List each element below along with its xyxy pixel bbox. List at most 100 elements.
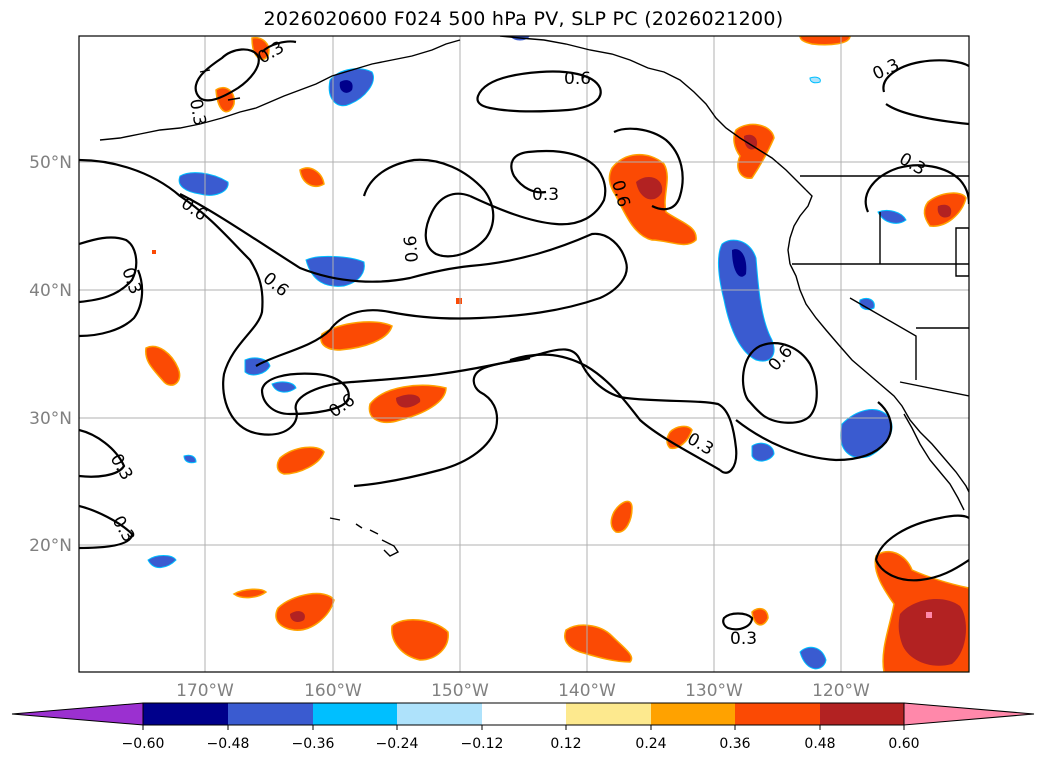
contour-line	[613, 127, 684, 211]
pv-blob	[183, 454, 197, 464]
colorbar-segment	[313, 703, 397, 725]
contour-label: 0.6	[401, 235, 423, 264]
contour-line	[79, 428, 126, 478]
contour-label: 0.6	[564, 69, 591, 89]
pv-blob	[898, 599, 966, 666]
border-mx	[899, 381, 969, 397]
colorbar-tick-label: 0.24	[635, 736, 666, 752]
pv-blob	[305, 255, 365, 287]
colorbar-tick-label: 0.48	[804, 736, 835, 752]
contour-line	[885, 103, 969, 126]
colorbar-tick-label: −0.24	[376, 736, 419, 752]
contour-line	[79, 158, 298, 436]
pv-blob	[232, 588, 268, 599]
lon-label-130w: 130°W	[685, 681, 743, 701]
contour-label: 0.3	[185, 97, 209, 127]
pv-blob	[799, 36, 851, 46]
pv-blob	[275, 592, 335, 631]
contour-line	[509, 353, 721, 471]
contour-line	[874, 559, 969, 582]
lon-label-120w: 120°W	[812, 681, 870, 701]
pv-blob	[271, 381, 297, 393]
colorbar-tick-label: −0.48	[207, 736, 250, 752]
pv-blob	[276, 446, 325, 475]
coast-us-west	[789, 263, 969, 493]
pv-blob	[456, 298, 462, 304]
coast-baja	[903, 413, 965, 511]
border-states-5	[955, 227, 969, 277]
contour-line	[79, 236, 138, 304]
contour-line	[882, 59, 969, 93]
contour-line	[353, 356, 531, 488]
lat-label-50n: 50°N	[29, 153, 72, 173]
coast-hawaii	[329, 517, 400, 557]
contour-line	[476, 70, 602, 113]
colorbar-segment	[651, 703, 735, 725]
gridlines	[79, 36, 969, 672]
contour-line	[294, 348, 738, 474]
lat-label-20n: 20°N	[29, 536, 72, 556]
latitude-labels: 50°N 40°N 30°N 20°N	[29, 153, 72, 556]
coast-alaska-gulf	[499, 36, 807, 191]
contour-line	[469, 149, 607, 226]
contour-line	[261, 40, 297, 53]
colorbar-segment	[397, 703, 482, 725]
pv-blob	[396, 394, 421, 408]
lon-label-160w: 160°W	[304, 681, 362, 701]
colorbar-extend-max	[903, 702, 1035, 726]
contour-line	[260, 372, 350, 416]
contour-line	[179, 193, 628, 331]
colorbar-segment	[820, 703, 904, 725]
pv-blob	[339, 80, 353, 93]
contour-line	[79, 269, 144, 338]
pv-blob	[147, 555, 177, 568]
pv-blob	[564, 624, 633, 663]
contour-label: 0.3	[730, 629, 757, 649]
map-plot-area	[79, 36, 969, 672]
lat-label-40n: 40°N	[29, 281, 72, 301]
lat-label-30n: 30°N	[29, 409, 72, 429]
lon-label-140w: 140°W	[558, 681, 616, 701]
contour-line	[194, 48, 260, 102]
pv-blob	[859, 297, 875, 311]
longitude-labels: 170°W 160°W 150°W 140°W 130°W 120°W	[176, 681, 870, 701]
colorbar-segment	[228, 703, 313, 725]
map-border	[78, 35, 970, 673]
contour-line	[722, 612, 754, 631]
colorbar: −0.60 −0.48 −0.36 −0.24 −0.12 0.12 0.24 …	[11, 702, 1035, 752]
contour-line	[874, 514, 969, 561]
colorbar-tick-label: 0.36	[719, 736, 750, 752]
colorbar-tick-label: −0.12	[461, 736, 504, 752]
pv-blob	[608, 153, 697, 246]
slp-contours	[79, 40, 969, 631]
border-states-3	[849, 297, 917, 380]
colorbar-extend-min	[11, 702, 144, 726]
colorbar-tick-label: −0.60	[122, 736, 165, 752]
pv-blob	[178, 172, 229, 196]
pv-blob	[145, 345, 181, 386]
pv-blob	[391, 619, 449, 661]
pv-blob	[610, 500, 633, 533]
pv-blob	[937, 204, 952, 218]
colorbar-tick-label: −0.36	[292, 736, 335, 752]
pv-blob	[733, 123, 775, 179]
colorbar-segment	[143, 703, 228, 725]
pv-blob	[320, 321, 393, 351]
pv-blob	[751, 442, 775, 462]
pv-blob	[717, 239, 775, 362]
pv-negative-anomalies	[147, 36, 907, 670]
colorbar-frame	[142, 702, 905, 726]
colorbar-segment	[566, 703, 651, 725]
contour-line	[79, 504, 134, 550]
contour-line	[864, 164, 969, 213]
lon-label-150w: 150°W	[431, 681, 489, 701]
coast-british-columbia	[787, 189, 813, 265]
coast-alaska-peninsula	[99, 39, 461, 141]
chart-title: 2026020600 F024 500 hPa PV, SLP PC (2026…	[263, 8, 784, 30]
pv-blob	[636, 177, 663, 200]
colorbar-ticks	[142, 725, 905, 730]
pv-blob	[809, 76, 821, 84]
pv-positive-anomalies	[145, 36, 969, 672]
lon-label-170w: 170°W	[176, 681, 234, 701]
